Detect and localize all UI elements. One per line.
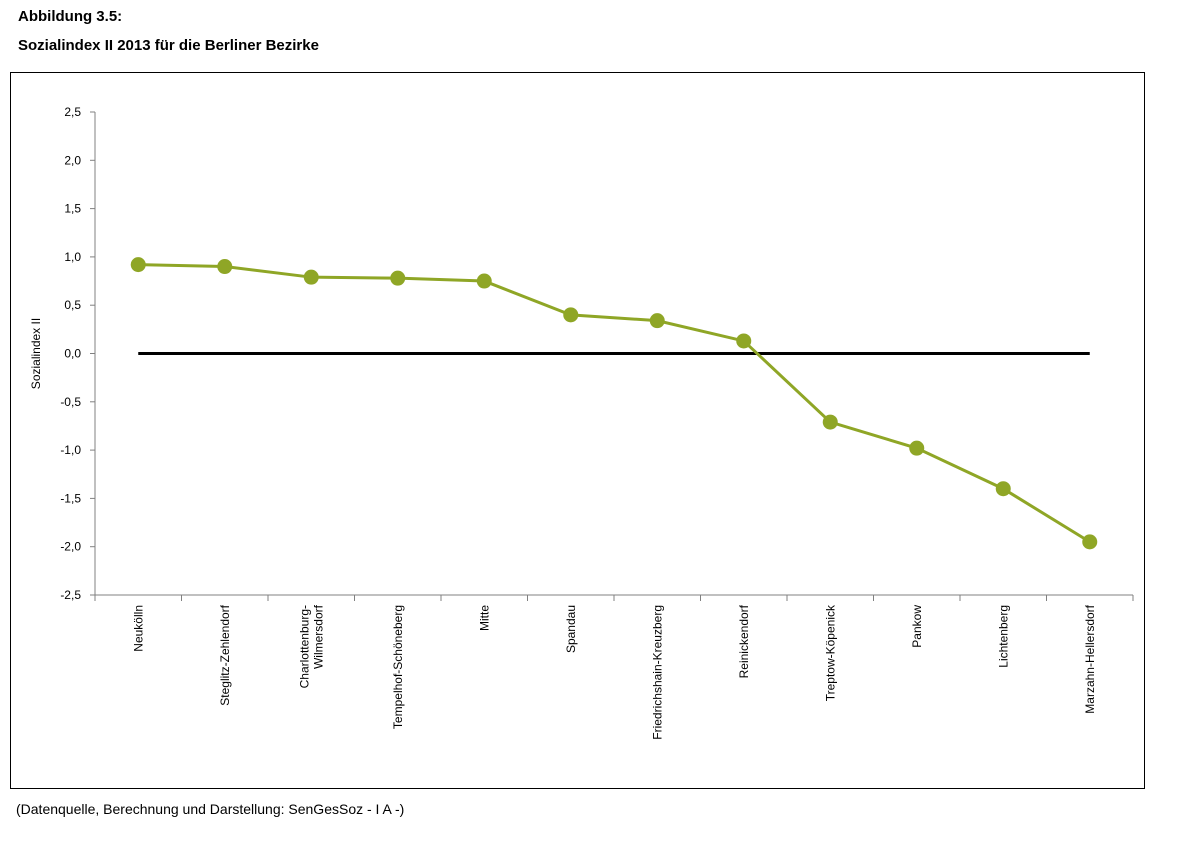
y-tick-label: 2,0	[64, 153, 81, 167]
y-tick-label: 2,5	[64, 105, 81, 119]
y-tick-label: -1,5	[60, 491, 81, 505]
data-point	[909, 440, 925, 456]
y-tick-label: -2,5	[60, 588, 81, 602]
x-tick-label: Treptow-Köpenick	[823, 604, 837, 701]
y-tick-label: 1,0	[64, 250, 81, 264]
data-point	[822, 414, 838, 430]
data-point	[1082, 534, 1098, 550]
y-tick-label: -0,5	[60, 395, 81, 409]
x-tick-label: Reinickendorf	[737, 604, 751, 678]
series-line	[138, 263, 1091, 544]
data-point	[476, 273, 492, 289]
x-tick-label: Neukölln	[131, 605, 145, 652]
x-tick-label: Spandau	[564, 605, 578, 653]
data-point	[736, 333, 752, 349]
data-point	[563, 307, 579, 323]
y-tick-label: 0,0	[64, 347, 81, 361]
figure-label: Abbildung 3.5:	[18, 8, 123, 25]
data-point	[130, 257, 146, 273]
data-point	[995, 481, 1011, 497]
x-tick-label: Steglitz-Zehlendorf	[218, 604, 232, 705]
y-axis-title: Sozialindex II	[29, 318, 43, 389]
chart-frame	[10, 72, 1145, 789]
data-point	[303, 269, 319, 285]
x-tick-label: Friedrichshain-Kreuzberg	[650, 605, 664, 740]
data-point	[217, 259, 233, 275]
x-tick-label: Pankow	[910, 605, 924, 648]
x-tick-label: Lichtenberg	[996, 605, 1010, 668]
x-tick-label: Charlottenburg-	[297, 605, 311, 688]
y-tick-label: 1,5	[64, 202, 81, 216]
y-tick-label: -1,0	[60, 443, 81, 457]
x-tick-label: Tempelhof-Schöneberg	[391, 605, 405, 729]
source-note: (Datenquelle, Berechnung und Darstellung…	[16, 801, 405, 817]
y-tick-label: 0,5	[64, 298, 81, 312]
x-tick-label: Wilmersdorf	[311, 604, 325, 669]
x-tick-label: Marzahn-Hellersdorf	[1083, 604, 1097, 713]
y-tick-label: -2,0	[60, 540, 81, 554]
data-point	[649, 313, 665, 329]
data-point	[390, 270, 406, 286]
chart-title: Sozialindex II 2013 für die Berliner Bez…	[18, 37, 319, 54]
x-tick-label: Mitte	[477, 605, 491, 631]
